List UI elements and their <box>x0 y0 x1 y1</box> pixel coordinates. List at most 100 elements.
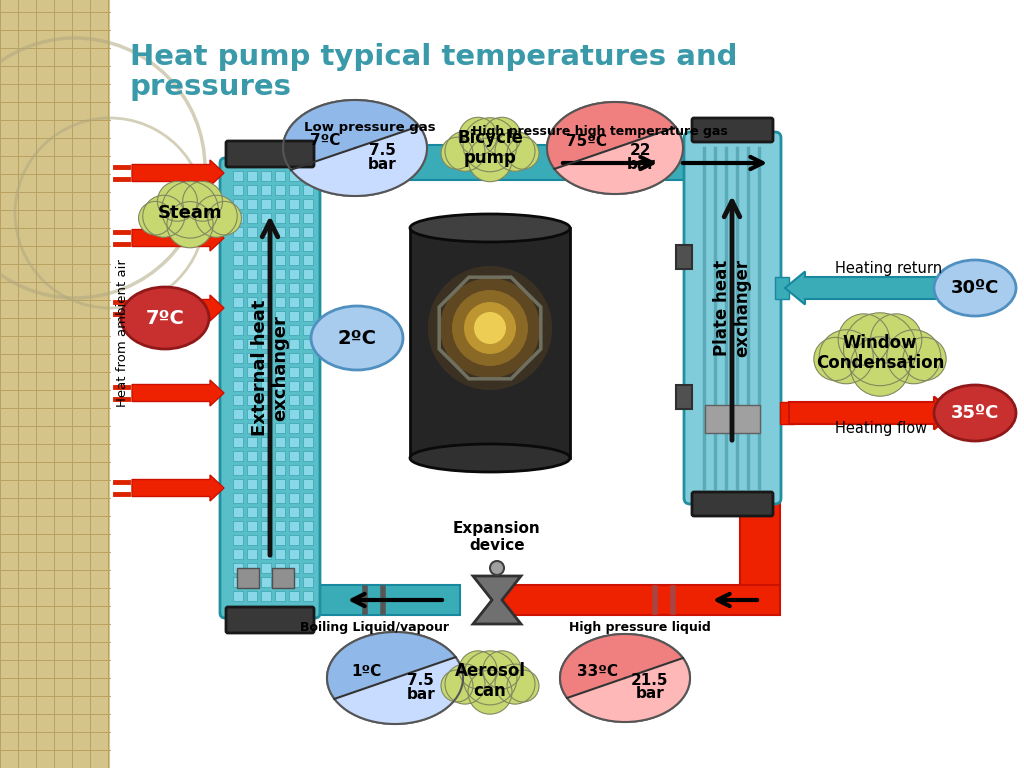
Bar <box>233 437 243 447</box>
Bar <box>233 577 243 587</box>
Bar <box>247 353 257 363</box>
Bar <box>261 353 271 363</box>
Bar <box>275 199 285 209</box>
Polygon shape <box>560 634 683 698</box>
Text: Heat from ambient air: Heat from ambient air <box>116 259 128 407</box>
Bar <box>303 227 313 237</box>
Bar <box>740 180 780 585</box>
Ellipse shape <box>311 306 403 370</box>
Bar <box>261 367 271 377</box>
Bar <box>261 409 271 419</box>
Bar <box>303 241 313 251</box>
Circle shape <box>445 664 485 704</box>
Bar <box>247 563 257 573</box>
Circle shape <box>483 650 521 689</box>
Circle shape <box>495 664 535 704</box>
Bar <box>289 171 299 181</box>
Bar <box>247 381 257 391</box>
Bar <box>740 145 780 180</box>
Bar <box>247 171 257 181</box>
Text: 2ºC: 2ºC <box>338 329 377 347</box>
Bar <box>775 277 790 299</box>
Bar <box>233 451 243 461</box>
Bar <box>237 568 259 588</box>
Bar <box>247 311 257 321</box>
Bar <box>261 283 271 293</box>
Bar <box>0 0 110 768</box>
Bar <box>275 283 285 293</box>
Bar <box>233 381 243 391</box>
Bar <box>247 493 257 503</box>
FancyArrow shape <box>785 272 950 304</box>
Bar <box>690 145 775 180</box>
FancyBboxPatch shape <box>226 141 314 167</box>
Text: bar: bar <box>407 687 435 702</box>
Circle shape <box>459 118 497 155</box>
FancyBboxPatch shape <box>226 607 314 633</box>
Bar <box>303 213 313 223</box>
Text: Bicycle
pump: Bicycle pump <box>457 128 523 167</box>
Bar <box>247 409 257 419</box>
Bar <box>275 311 285 321</box>
Bar <box>275 367 285 377</box>
Bar <box>233 199 243 209</box>
Text: 7.5: 7.5 <box>408 673 434 688</box>
Bar <box>705 406 760 433</box>
Bar <box>303 255 313 265</box>
Circle shape <box>844 313 916 386</box>
Bar <box>303 591 313 601</box>
Bar <box>247 577 257 587</box>
Bar <box>303 353 313 363</box>
Bar <box>289 423 299 433</box>
Bar <box>289 535 299 545</box>
Bar <box>233 591 243 601</box>
FancyArrow shape <box>790 396 954 429</box>
Bar <box>275 521 285 531</box>
Bar <box>303 423 313 433</box>
Bar <box>303 563 313 573</box>
Bar <box>233 269 243 279</box>
Bar <box>303 521 313 531</box>
Text: bar: bar <box>368 157 396 172</box>
Bar <box>275 395 285 405</box>
Text: Low pressure gas: Low pressure gas <box>304 121 436 134</box>
Bar <box>261 381 271 391</box>
Bar <box>233 535 243 545</box>
Bar <box>275 591 285 601</box>
Circle shape <box>182 181 222 221</box>
Circle shape <box>452 290 528 366</box>
Bar <box>303 549 313 559</box>
Bar <box>261 465 271 475</box>
Bar <box>303 493 313 503</box>
Bar <box>275 479 285 489</box>
Bar <box>303 199 313 209</box>
Bar <box>247 227 257 237</box>
FancyArrow shape <box>132 475 224 501</box>
Bar <box>233 297 243 307</box>
Text: Boiling Liquid/vapour: Boiling Liquid/vapour <box>300 621 450 634</box>
Text: 22: 22 <box>630 143 651 157</box>
Bar <box>275 563 285 573</box>
Bar <box>261 563 271 573</box>
Circle shape <box>850 337 909 396</box>
Bar <box>289 409 299 419</box>
Circle shape <box>162 181 218 238</box>
Text: 33ºC: 33ºC <box>578 664 618 679</box>
Circle shape <box>903 337 946 381</box>
Circle shape <box>440 278 540 378</box>
Bar <box>247 423 257 433</box>
Bar <box>303 507 313 517</box>
Polygon shape <box>327 632 456 699</box>
Bar <box>233 227 243 237</box>
Text: pressures: pressures <box>130 73 292 101</box>
Bar <box>233 255 243 265</box>
FancyBboxPatch shape <box>220 158 319 618</box>
Bar <box>289 395 299 405</box>
FancyArrow shape <box>132 160 224 186</box>
Bar <box>233 171 243 181</box>
Bar <box>261 437 271 447</box>
Bar <box>261 255 271 265</box>
Bar <box>289 311 299 321</box>
Bar <box>410 228 570 458</box>
Bar <box>289 577 299 587</box>
